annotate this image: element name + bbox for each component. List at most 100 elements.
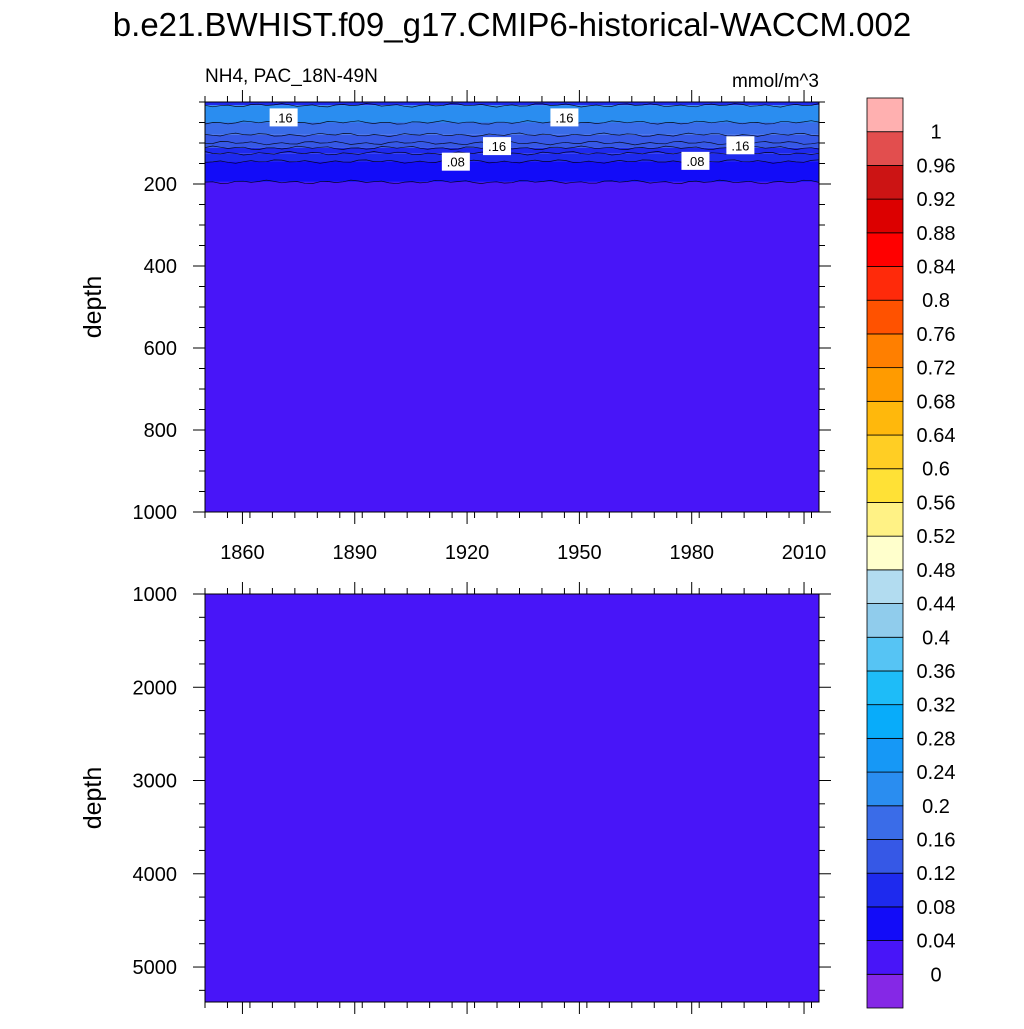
colorbar-box: [866, 906, 904, 941]
plot-frame: [204, 593, 820, 1003]
colorbar-box: [866, 367, 904, 402]
contour-label: .16: [731, 138, 749, 153]
colorbar-box: [866, 400, 904, 436]
contour-band: [205, 161, 819, 182]
colorbar-box: [866, 872, 904, 908]
colorbar-label: 0.16: [917, 829, 956, 851]
colorbar-box: [866, 97, 904, 133]
x-tick-label: 2010: [782, 542, 827, 564]
x-tick-label: 1980: [669, 542, 714, 564]
subtitle-left: NH4, PAC_18N-49N: [205, 66, 378, 87]
colorbar-label: 0.88: [917, 223, 956, 245]
colorbar-box: [866, 535, 904, 571]
contour-line: [204, 159, 820, 164]
contour-line: [204, 103, 820, 108]
colorbar-box: [866, 569, 904, 604]
lower-panel: 1000 2000 3000 4000 5000 depth: [79, 582, 831, 1014]
chart-title: b.e21.BWHIST.f09_g17.CMIP6-historical-WA…: [113, 6, 911, 43]
x-tick-label: 1860: [220, 542, 265, 564]
colorbar-box: [866, 468, 904, 503]
y-tick-label: 800: [144, 420, 177, 442]
colorbar-box: [866, 165, 904, 200]
colorbar-box: [866, 131, 904, 166]
colorbar-label: 0.76: [917, 324, 956, 346]
colorbar-box: [866, 704, 904, 739]
colorbar-label: 0.48: [917, 560, 956, 582]
contour-label: .16: [555, 110, 573, 125]
colorbar-box: [866, 940, 904, 975]
colorbar-label: 0.52: [917, 526, 956, 548]
colorbar-label: 0.24: [917, 762, 956, 784]
colorbar-box: [866, 737, 904, 773]
colorbar-box: [866, 299, 904, 335]
colorbar-label: 0.64: [917, 425, 956, 447]
colorbar-label: 0.72: [917, 358, 956, 380]
y-tick-label: 1000: [133, 584, 178, 606]
colorbar-label: 0.4: [922, 627, 950, 649]
colorbar-label: 0.08: [917, 897, 956, 919]
contour-line: [204, 145, 820, 151]
colorbar-box: [866, 266, 904, 301]
contour-band: [205, 134, 819, 143]
colorbar-label: 0: [930, 964, 941, 986]
contour-label: .08: [686, 154, 704, 169]
contour-band: [205, 143, 819, 148]
contour-band: [205, 122, 819, 135]
contour-label: .16: [488, 139, 506, 154]
colorbar-box: [866, 333, 904, 369]
y-tick-label: 4000: [133, 864, 178, 886]
colorbar-label: 0.96: [917, 155, 956, 177]
x-tick-label: 1920: [445, 542, 490, 564]
contour-label-bg: [681, 151, 710, 170]
contour-line: [204, 120, 820, 125]
contour-band: [205, 153, 819, 162]
contour-band: [205, 594, 819, 1002]
contour-label-bg: [550, 108, 579, 127]
colorbar-label: 0.68: [917, 391, 956, 413]
contour-band: [205, 105, 819, 123]
colorbar-label: 0.28: [917, 728, 956, 750]
colorbar-label: 0.04: [917, 931, 956, 953]
y-tick-label: 200: [144, 174, 177, 196]
y-axis-label: depth: [79, 276, 107, 339]
x-tick-label: 1890: [333, 542, 378, 564]
y-tick-label: 1000: [133, 502, 178, 524]
contour-band: [205, 102, 819, 106]
contour-label-bg: [269, 108, 298, 127]
colorbar-box: [866, 198, 904, 234]
colorbar-label: 0.2: [922, 796, 950, 818]
colorbar-label: 0.92: [917, 189, 956, 211]
contour-line: [204, 151, 820, 156]
colorbar-label: 0.6: [922, 459, 950, 481]
colorbar-box: [866, 670, 904, 706]
colorbar-label: 0.8: [922, 290, 950, 312]
contour-line: [204, 140, 820, 146]
x-tick-label: 1950: [557, 542, 602, 564]
contour-line: [204, 179, 820, 185]
colorbar-box: [866, 973, 904, 1009]
colorbar-label: 0.12: [917, 863, 956, 885]
y-tick-label: 3000: [133, 771, 178, 793]
colorbar-box: [866, 603, 904, 638]
y-tick-label: 2000: [133, 677, 178, 699]
colorbar-label: 0.32: [917, 695, 956, 717]
contour-label: .08: [447, 155, 465, 170]
contour-label-bg: [726, 136, 755, 155]
subtitle-right: mmol/m^3: [732, 71, 819, 92]
y-tick-label: 400: [144, 256, 177, 278]
colorbar-box: [866, 805, 904, 840]
colorbar-label: 1: [930, 122, 941, 144]
colorbar: 0 0.04 0.08 0.12 0.16 0.2 0.24 0.28 0.32 0.36 0.4 0…: [866, 97, 956, 1009]
contour-band: [205, 147, 819, 154]
colorbar-box: [866, 771, 904, 807]
colorbar-box: [866, 636, 904, 672]
colorbar-label: 0.44: [917, 594, 956, 616]
y-axis-label: depth: [79, 767, 107, 830]
contour-label: .16: [275, 110, 293, 125]
colorbar-box: [866, 434, 904, 470]
contour-label-bg: [441, 152, 470, 171]
contour-label-bg: [483, 137, 512, 156]
y-tick-label: 5000: [133, 957, 178, 979]
